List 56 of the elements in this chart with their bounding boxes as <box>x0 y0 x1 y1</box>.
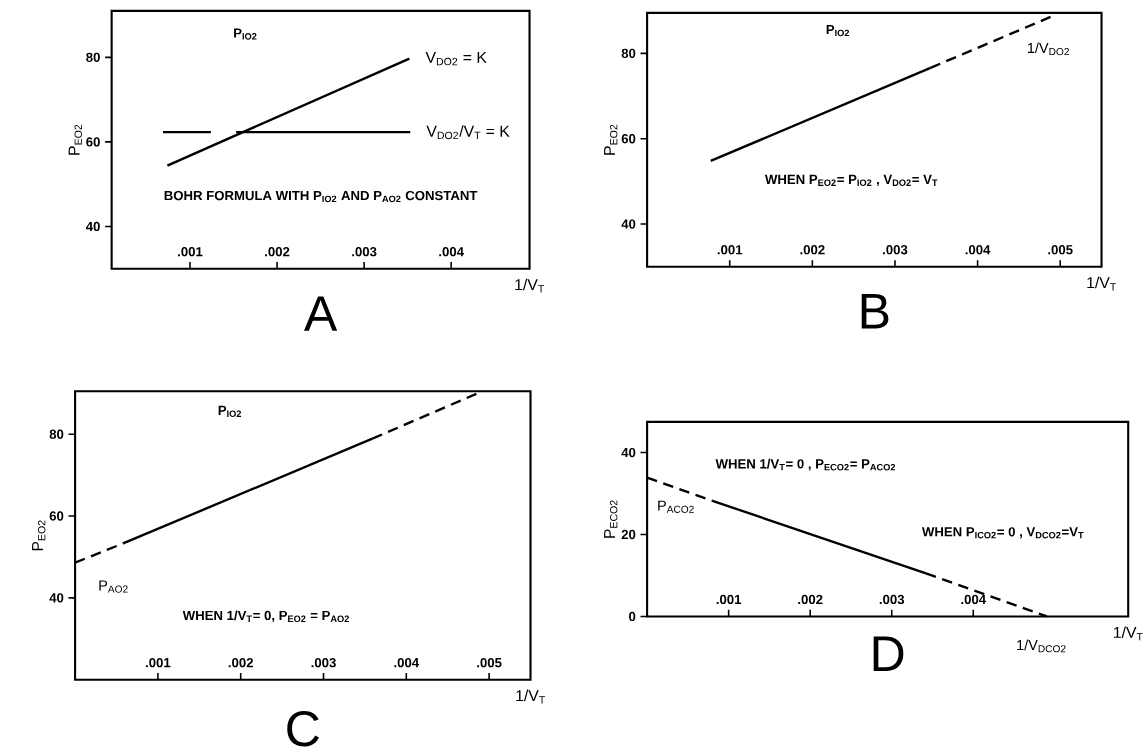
y-axis-title: P$_{EO2}$ <box>32 520 46 551</box>
annotation: P$_{IO2}$ <box>234 28 257 40</box>
y-tick-label: 60 <box>86 137 100 147</box>
y-tick-label: 60 <box>621 134 636 144</box>
x-tick-label: .004 <box>439 247 464 257</box>
annotation: P$_{IO2}$ <box>218 405 242 418</box>
y-tick-label: 0 <box>629 611 636 622</box>
y-tick-label: 20 <box>621 529 636 540</box>
x-tick-label: .003 <box>883 245 908 255</box>
x-axis-title: 1/V$_{T}$ <box>1087 276 1117 291</box>
x-tick-label: .002 <box>800 245 825 255</box>
x-tick-label: .003 <box>879 594 905 605</box>
x-tick-label: .005 <box>477 658 502 668</box>
x-tick-label: .002 <box>228 658 253 668</box>
y-tick-label: 80 <box>49 429 64 439</box>
text: C <box>287 711 319 747</box>
y-axis-title: P$_{EO2}$ <box>68 124 82 155</box>
y-axis-title: P$_{EO2}$ <box>604 124 618 155</box>
annotation: P$_{ACO2}$ <box>658 500 694 513</box>
x-tick-label: .003 <box>311 658 336 668</box>
x-axis-title: 1/V$_{T}$ <box>516 689 546 704</box>
series-label: V$_{DO2}$ = K <box>425 52 487 66</box>
x-tick-label: .005 <box>1048 245 1073 255</box>
annotation: WHEN P$_{ICO2}$= 0 , V$_{DCO2}$=V$_{T}$ <box>921 527 1084 539</box>
y-axis-title: P$_{ECO2}$ <box>604 500 618 538</box>
x-axis-title: 1/V$_{T}$ <box>515 278 545 293</box>
x-tick-label: .001 <box>145 658 171 668</box>
annotation: 1/V$_{DO2}$ <box>1027 42 1069 56</box>
annotation: P$_{AO2}$ <box>99 580 128 593</box>
x-tick-label: .004 <box>965 245 991 255</box>
annotation: WHEN P$_{EO2}$= P$_{IO2}$ , V$_{DO2}$= V$_{T}$ <box>764 174 938 187</box>
x-tick-label: .002 <box>265 247 290 257</box>
annotation: 1/V$_{DCO2}$ <box>1017 639 1066 653</box>
y-tick-label: 40 <box>621 447 636 458</box>
y-tick-label: 80 <box>86 52 100 63</box>
y-tick-label: 40 <box>621 219 636 229</box>
x-tick-label: .004 <box>961 594 987 605</box>
x-tick-label: .003 <box>352 247 377 257</box>
text: D <box>873 636 904 672</box>
x-tick-label: .001 <box>716 594 742 605</box>
y-tick-label: 40 <box>85 221 100 232</box>
y-tick-label: 60 <box>49 511 64 521</box>
x-tick-label: .004 <box>394 658 420 668</box>
x-tick-label: .001 <box>178 247 203 257</box>
annotation: P$_{IO2}$ <box>826 25 850 37</box>
annotation: BOHR FORMULA WITH P$_{IO2}$ AND P$_{AO2}$ CONSTANT <box>164 190 478 203</box>
y-tick-label: 80 <box>621 48 636 59</box>
x-axis-title: 1/V$_{T}$ <box>1114 626 1143 641</box>
text: A <box>304 296 338 331</box>
annotation: WHEN 1/V$_{T}$= 0, P$_{EO2}$ = P$_{AO2}$ <box>182 610 349 623</box>
text: B <box>861 294 889 329</box>
y-tick-label: 40 <box>49 593 64 603</box>
x-tick-label: .001 <box>717 245 743 255</box>
series-label: V$_{DO2}$/V$_{T}$ = K <box>426 125 510 140</box>
x-tick-label: .002 <box>798 594 823 605</box>
annotation: WHEN 1/V$_{T}$= 0 , P$_{ECO2}$= P$_{ACO2}$ <box>715 458 896 471</box>
